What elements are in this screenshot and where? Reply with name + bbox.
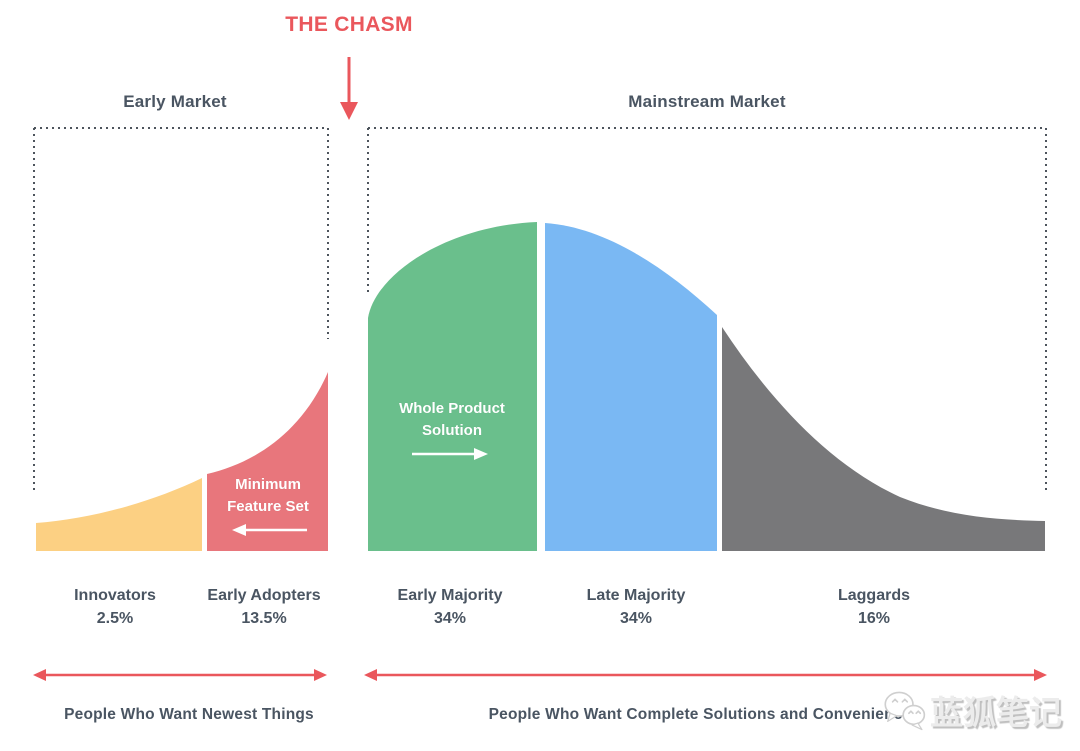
segment-label-early-adopters: Early Adopters 13.5% xyxy=(179,584,349,630)
segment-percent: 34% xyxy=(433,610,467,627)
segment-label-late-majority: Late Majority 34% xyxy=(551,584,721,630)
segment-percent: 16% xyxy=(857,610,891,627)
segment-name: Late Majority xyxy=(586,587,686,604)
early-market-dotted-box xyxy=(33,127,329,490)
mainstream-market-range-arrow-icon xyxy=(364,669,1047,681)
wechat-icon xyxy=(884,691,926,731)
whole-product-solution-annotation: Whole Product Solution xyxy=(377,398,527,442)
watermark: 蓝狐笔记 xyxy=(882,680,1062,740)
segment-name: Early Majority xyxy=(397,587,503,604)
late-majority-segment-shape xyxy=(545,223,717,551)
whole-product-solution-line2: Solution xyxy=(422,422,482,439)
watermark-text: 蓝狐笔记 xyxy=(930,694,1062,731)
minimum-feature-set-annotation: Minimum Feature Set xyxy=(193,474,343,518)
mainstream-market-dotted-box xyxy=(367,127,1047,492)
segment-label-innovators: Innovators 2.5% xyxy=(30,584,200,630)
mainstream-market-audience-caption: People Who Want Complete Solutions and C… xyxy=(488,706,912,723)
minimum-feature-set-line2: Feature Set xyxy=(227,498,309,515)
early-market-range-arrow-icon xyxy=(33,669,327,681)
segment-percent: 34% xyxy=(619,610,653,627)
minimum-feature-set-left-arrow-icon xyxy=(232,524,307,536)
segment-label-laggards: Laggards 16% xyxy=(789,584,959,630)
mainstream-market-heading: Mainstream Market xyxy=(628,92,786,111)
segment-percent: 2.5% xyxy=(96,610,134,627)
laggards-segment-shape xyxy=(722,327,1045,551)
segment-name: Early Adopters xyxy=(207,587,321,604)
segment-name: Innovators xyxy=(74,587,156,604)
whole-product-solution-right-arrow-icon xyxy=(412,448,488,460)
early-market-audience-caption: People Who Want Newest Things xyxy=(64,706,314,723)
early-majority-segment-shape xyxy=(368,222,537,551)
segment-name: Laggards xyxy=(837,587,910,604)
innovators-segment-shape xyxy=(36,478,202,551)
segment-percent: 13.5% xyxy=(241,610,287,627)
segment-label-early-majority: Early Majority 34% xyxy=(365,584,535,630)
chasm-down-arrow-icon xyxy=(340,57,358,120)
early-market-heading: Early Market xyxy=(123,92,227,111)
whole-product-solution-line1: Whole Product xyxy=(399,400,505,417)
chasm-title: THE CHASM xyxy=(285,13,413,36)
early-adopters-segment-shape xyxy=(207,372,328,551)
minimum-feature-set-line1: Minimum xyxy=(235,476,301,493)
